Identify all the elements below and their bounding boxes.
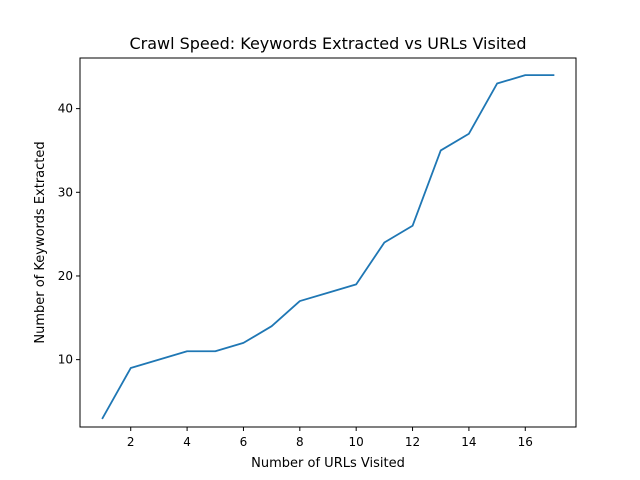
x-tick-label: 14 [461,435,476,449]
y-tick-label: 30 [58,185,73,199]
x-tick-label: 8 [296,435,304,449]
x-tick-label: 2 [127,435,135,449]
x-tick-label: 6 [240,435,248,449]
x-tick-label: 4 [183,435,191,449]
x-tick-label: 12 [405,435,420,449]
axes-frame [79,57,577,428]
y-tick-label: 20 [58,269,73,283]
chart-title: Crawl Speed: Keywords Extracted vs URLs … [129,34,526,53]
y-axis-label: Number of Keywords Extracted [33,141,48,343]
y-tick-label: 40 [58,102,73,116]
y-tick-label: 10 [58,353,73,367]
x-axis-label: Number of URLs Visited [251,456,405,471]
plot-area: 2 4 6 8 10 12 14 16 10 20 30 40 [58,74,555,449]
series-line [101,74,555,420]
x-tick-label: 10 [349,435,364,449]
x-tick-label: 16 [518,435,533,449]
